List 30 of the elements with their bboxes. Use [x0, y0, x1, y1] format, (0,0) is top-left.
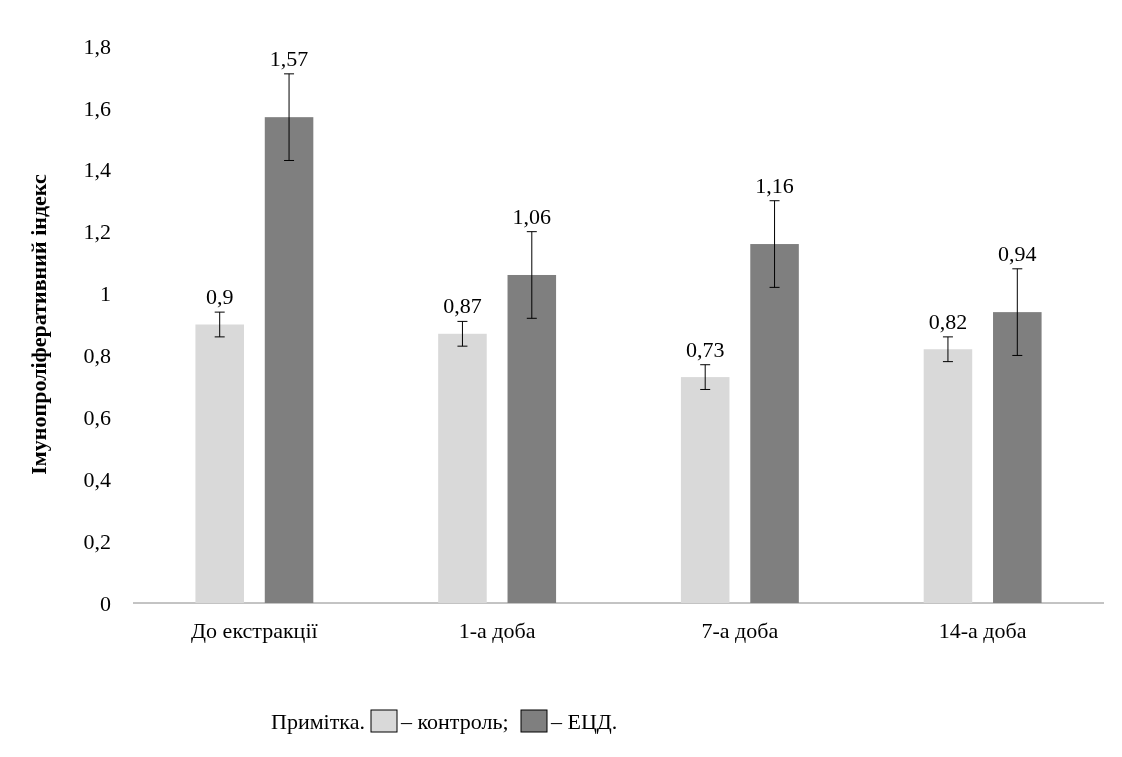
y-axis-title: Імунопроліферативний індекс	[26, 174, 51, 475]
y-tick-label: 0,4	[83, 466, 111, 492]
data-label: 0,87	[443, 293, 482, 319]
x-tick-label: До екстракції	[191, 618, 319, 643]
y-tick-label: 1,2	[83, 219, 111, 245]
data-label: 0,94	[998, 240, 1037, 266]
y-tick-label: 0,2	[83, 528, 111, 554]
bar	[680, 377, 730, 603]
legend-label: – ЕЦД.	[550, 708, 618, 734]
bar	[195, 324, 244, 603]
legend-label: – контроль;	[400, 708, 509, 734]
y-tick-label: 1	[100, 281, 111, 307]
y-tick-label: 0,6	[83, 405, 111, 431]
data-label: 0,73	[685, 336, 725, 362]
data-label: 1,16	[755, 172, 794, 198]
y-tick-label: 1,6	[83, 95, 111, 121]
data-label: 0,82	[928, 308, 968, 334]
data-label: 1,06	[512, 203, 552, 229]
x-tick-label: 1-а доба	[458, 618, 536, 643]
y-tick-label: 1,4	[83, 157, 111, 183]
data-label: 0,9	[205, 284, 234, 310]
legend-title: Примітка.	[271, 708, 365, 734]
y-tick-label: 0,8	[83, 343, 111, 369]
y-tick-label: 0	[100, 590, 111, 616]
bar	[438, 333, 487, 603]
x-tick-label: 14-а доба	[938, 618, 1027, 643]
y-tick-label: 1,8	[83, 33, 111, 59]
bar	[923, 349, 973, 603]
x-tick-label: 7-а доба	[701, 618, 779, 643]
data-label: 1,57	[269, 45, 309, 71]
